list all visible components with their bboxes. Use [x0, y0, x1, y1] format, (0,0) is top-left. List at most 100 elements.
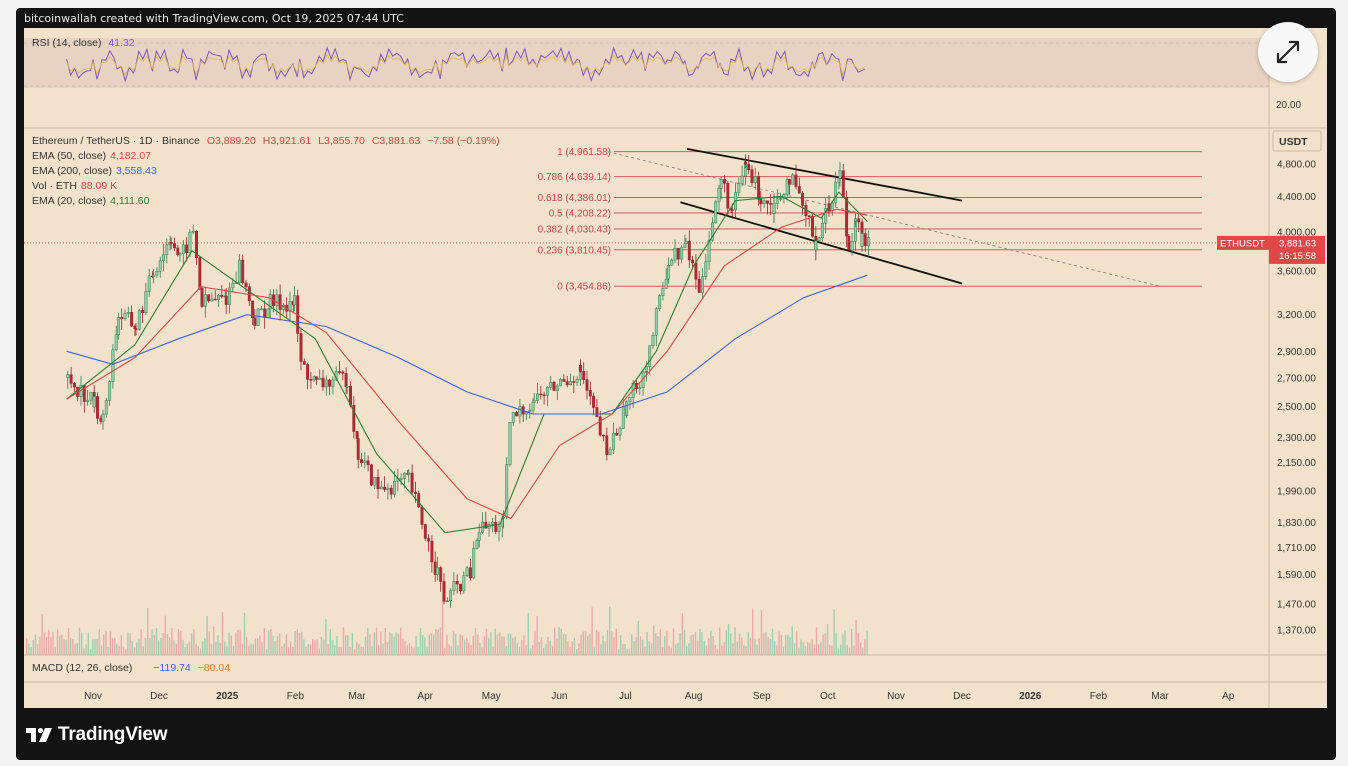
candle-body: [542, 394, 546, 397]
rsi-band: [24, 38, 1269, 88]
candle-body: [684, 240, 688, 245]
tradingview-logo[interactable]: TradingView: [26, 722, 168, 748]
volume-bar: [672, 628, 675, 655]
candle-body: [266, 308, 270, 318]
volume-bar: [384, 628, 386, 655]
volume-bar: [474, 628, 477, 655]
candle-body: [268, 294, 272, 310]
candle-body: [413, 491, 417, 494]
fib-label-0.382: 0.382 (4,030.43): [538, 224, 611, 235]
volume-bar: [140, 629, 142, 655]
volume-bar: [402, 639, 404, 655]
volume-bar: [538, 642, 540, 655]
candle-body: [228, 287, 231, 305]
candle-body: [595, 407, 599, 418]
volume-bar: [578, 643, 580, 655]
candle-body: [863, 233, 867, 247]
symbol-name[interactable]: Ethereum / TetherUS · 1D · Binance: [32, 135, 200, 147]
volume-bar: [829, 644, 831, 655]
volume-bar: [433, 634, 435, 655]
candle-body: [144, 291, 148, 314]
volume-bar: [307, 644, 309, 655]
candle-body: [769, 203, 773, 205]
volume-bar: [796, 631, 798, 655]
indicator-ema200[interactable]: EMA (200, close) 3,558.43: [32, 164, 504, 179]
volume-bar: [109, 630, 111, 655]
volume-bar: [94, 638, 96, 655]
volume-bar: [131, 641, 133, 655]
candle-body: [549, 381, 553, 388]
volume-bar: [138, 639, 140, 655]
price-axis-tick: 2,300.00: [1277, 433, 1316, 444]
candle-body: [72, 383, 76, 388]
volume-bar: [32, 639, 34, 655]
candle-body: [278, 294, 282, 310]
candle-body: [137, 310, 141, 330]
candle-body: [108, 381, 112, 401]
expand-button[interactable]: [1258, 22, 1318, 82]
volume-bar: [732, 643, 734, 655]
indicator-ema50[interactable]: EMA (50, close) 4,182.07: [32, 149, 504, 164]
fib-label-0.618: 0.618 (4,386.01): [538, 193, 611, 204]
candle-body: [356, 438, 360, 460]
volume-bar: [26, 638, 28, 655]
volume-bar: [455, 634, 457, 655]
candle-body: [86, 399, 90, 402]
candle-body: [207, 294, 211, 302]
candle-body: [195, 230, 198, 258]
volume-bar: [655, 632, 657, 655]
price-axis-tick: 4,400.00: [1277, 192, 1316, 203]
volume-bar: [809, 642, 811, 655]
volume-bar: [107, 647, 109, 655]
volume-bar: [125, 648, 127, 655]
candle-body: [468, 567, 472, 579]
volume-bar: [864, 639, 866, 655]
volume-bar: [771, 628, 774, 655]
chart-area[interactable]: 20.00 1 (4,961.58) 0.786 (4,639.14) 0.618 (…: [24, 28, 1327, 708]
rsi-value: 41.32: [108, 37, 135, 49]
indicator-volume[interactable]: Vol · ETH 88.09 K: [32, 179, 504, 194]
volume-bar: [536, 616, 538, 655]
volume-bar: [754, 638, 756, 655]
volume-bar: [210, 644, 213, 655]
candle-body: [328, 379, 332, 387]
candle-body: [363, 460, 367, 463]
candle-body: [472, 548, 476, 579]
volume-bar: [710, 630, 712, 655]
indicator-ema20[interactable]: EMA (20, close) 4,111.60: [32, 194, 504, 209]
candle-body: [178, 253, 182, 256]
tradingview-mark-icon: [26, 728, 52, 742]
time-axis-label: Mar: [348, 691, 366, 702]
volume-bar: [589, 633, 591, 655]
volume-bar: [833, 609, 835, 655]
candle-body: [838, 170, 842, 179]
volume-bar: [243, 612, 246, 655]
candle-body: [707, 239, 711, 262]
candle-body: [824, 208, 828, 224]
volume-bar: [554, 627, 556, 655]
volume-bar: [593, 647, 595, 655]
volume-bar: [61, 634, 63, 655]
candle-body: [176, 247, 180, 256]
volume-bar: [824, 633, 826, 655]
time-axis-label: Feb: [1090, 691, 1108, 702]
candle-body: [213, 298, 217, 301]
volume-bar: [624, 644, 626, 655]
candle-body: [565, 381, 569, 386]
volume-bar: [617, 648, 620, 655]
volume-bar: [340, 647, 342, 655]
volume-bar: [149, 638, 151, 655]
candle-body: [847, 235, 851, 251]
volume-bar: [120, 635, 122, 655]
chart-svg: 20.00 1 (4,961.58) 0.786 (4,639.14) 0.618 (…: [24, 28, 1327, 708]
volume-bar: [862, 647, 864, 655]
candle-body: [399, 478, 403, 480]
volume-bar: [250, 643, 252, 655]
time-axis-label: 2025: [216, 691, 239, 702]
volume-bar: [679, 632, 681, 655]
price-axis-tick: 3,200.00: [1277, 310, 1316, 321]
volume-bar: [736, 641, 738, 655]
candle-body: [676, 247, 680, 260]
volume-bar: [602, 635, 604, 655]
candle-body: [494, 521, 498, 532]
